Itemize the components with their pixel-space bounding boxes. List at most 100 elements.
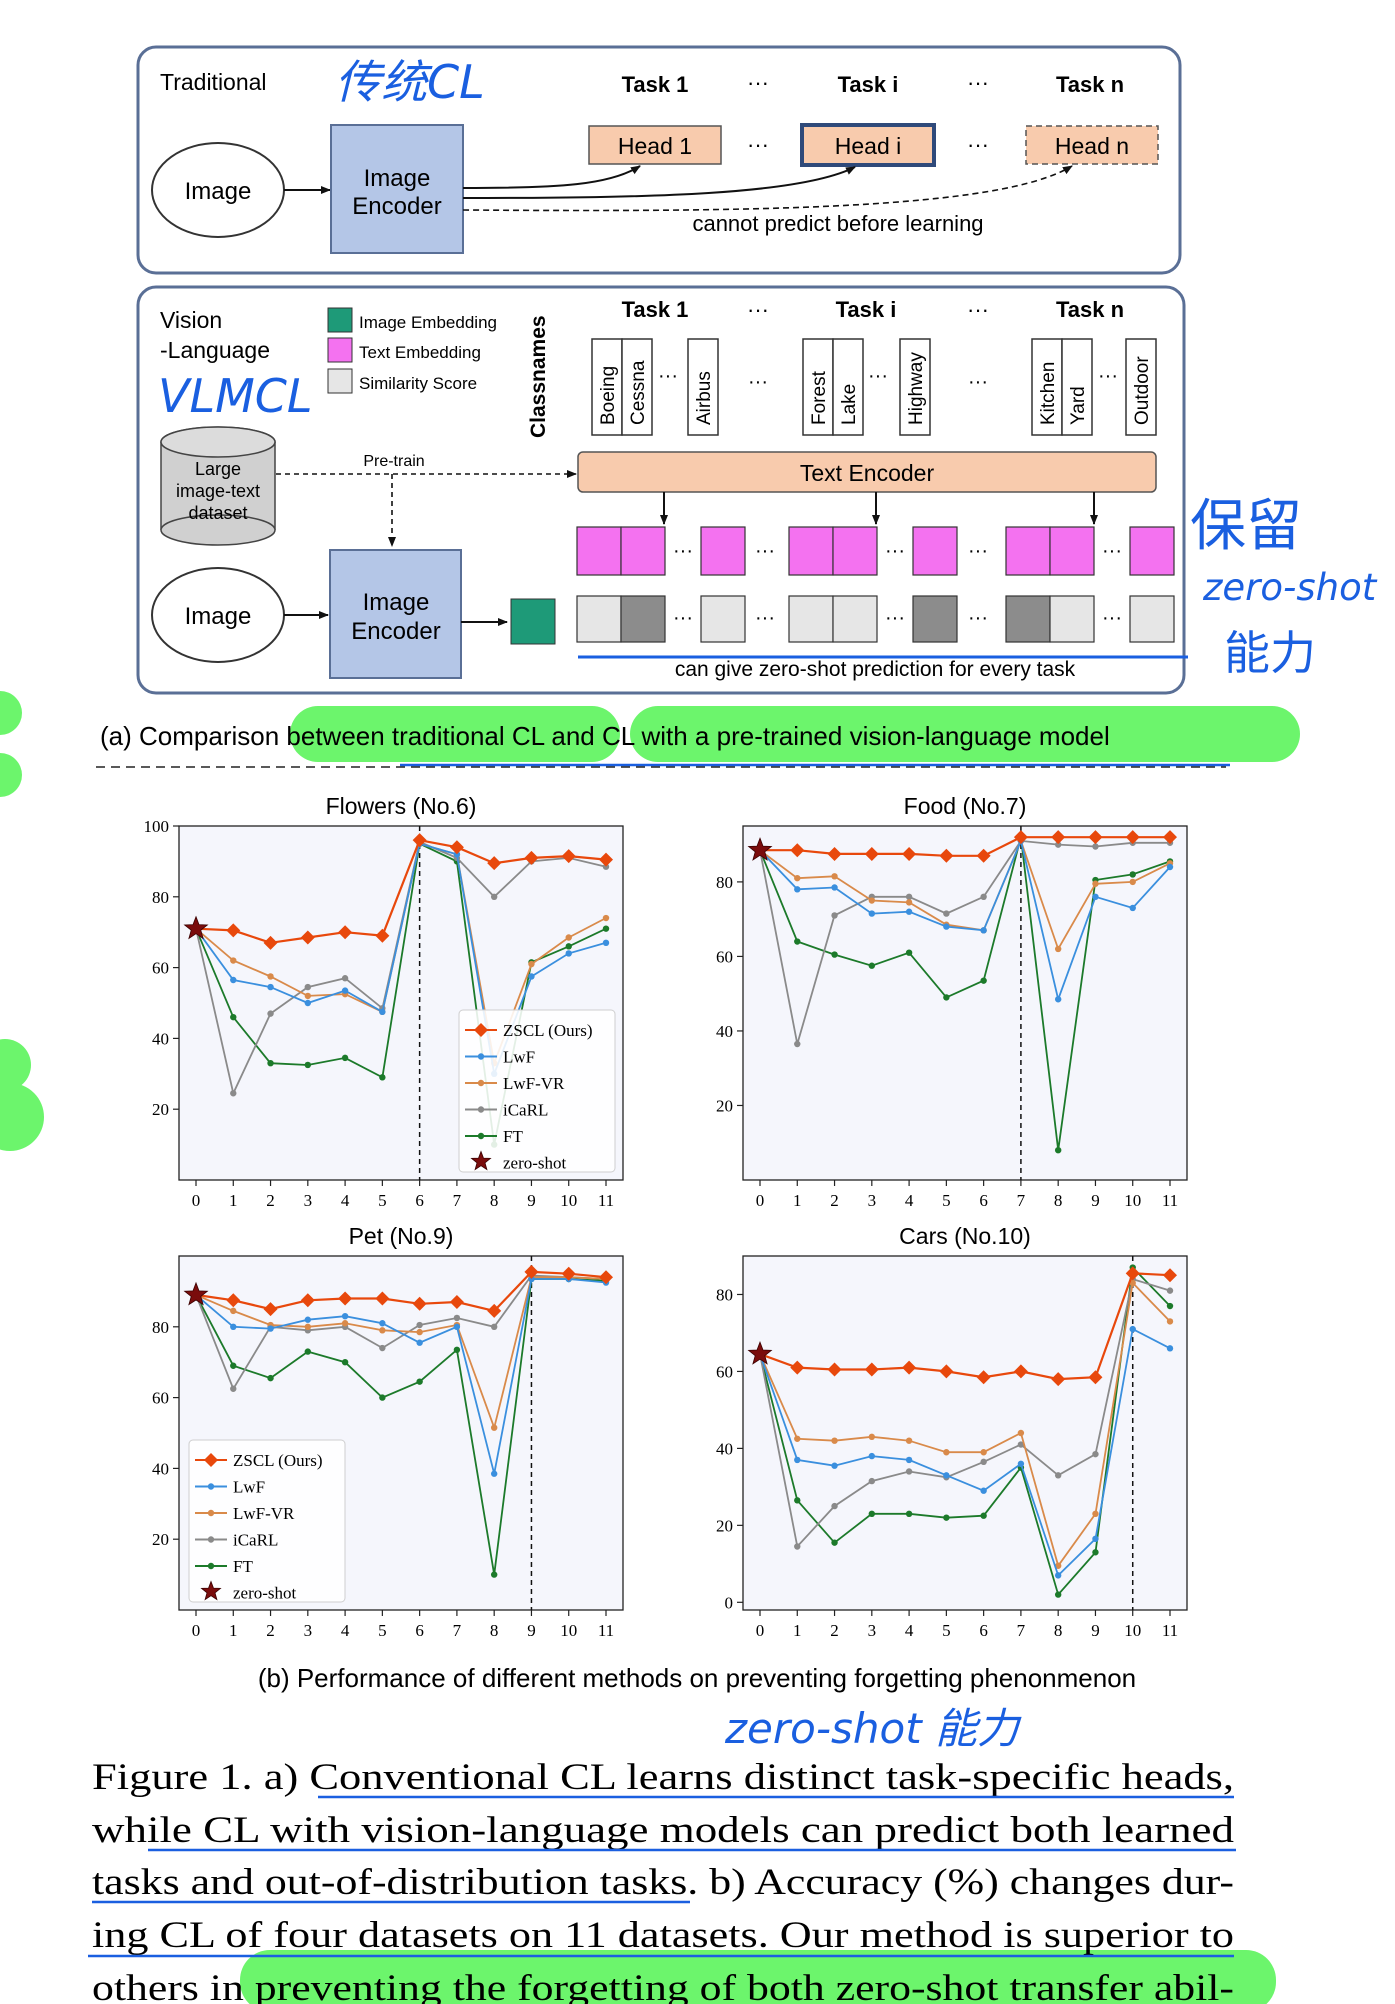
legend-marker <box>204 1453 218 1467</box>
ellipsis: ··· <box>885 540 905 562</box>
y-tick-label: 80 <box>716 1285 733 1304</box>
data-point <box>943 923 950 930</box>
plot-area <box>742 1255 1188 1611</box>
data-point <box>868 1452 876 1460</box>
x-tick-label: 4 <box>341 1191 350 1210</box>
data-point <box>980 1512 987 1519</box>
data-point <box>1129 904 1136 912</box>
ellipsis: ··· <box>1102 540 1122 562</box>
y-tick-label: 100 <box>144 817 170 836</box>
data-point <box>379 1344 386 1352</box>
vision-label: Vision <box>160 307 222 333</box>
x-tick-label: 1 <box>229 1621 238 1640</box>
data-point <box>831 1437 838 1444</box>
data-point <box>379 1394 386 1401</box>
data-point <box>300 1293 315 1308</box>
classname-label: Outdoor <box>1132 356 1153 425</box>
encoder-line1: Image <box>363 589 430 616</box>
text-embedding-cell <box>576 526 622 576</box>
similarity-score-cell <box>576 595 622 643</box>
legend-box <box>458 1009 616 1173</box>
data-point <box>1017 1460 1025 1467</box>
data-point <box>1092 1549 1099 1556</box>
data-point <box>794 1435 801 1442</box>
data-point <box>905 908 913 915</box>
ellipsis: ··· <box>967 297 989 322</box>
x-tick-label: 3 <box>868 1621 877 1640</box>
data-point <box>943 1472 950 1479</box>
legend-label: iCaRL <box>233 1531 278 1550</box>
task-i-header: Task i <box>838 72 899 97</box>
data-point <box>831 873 838 880</box>
data-point <box>980 893 987 900</box>
x-tick-label: 11 <box>598 1191 614 1210</box>
data-point <box>453 1323 461 1331</box>
data-point <box>1166 1318 1174 1325</box>
ellipsis: ··· <box>747 70 769 95</box>
data-point <box>304 999 312 1007</box>
data-point <box>943 994 950 1001</box>
data-point <box>790 843 805 858</box>
legend-marker <box>207 1536 215 1543</box>
data-point <box>980 1487 987 1494</box>
legend-marker <box>200 1580 222 1601</box>
data-point <box>1017 1429 1025 1437</box>
data-point <box>602 914 610 922</box>
data-point <box>868 910 876 917</box>
data-point <box>304 1061 312 1069</box>
data-point <box>230 976 237 984</box>
data-point <box>230 1013 237 1021</box>
x-tick-label: 9 <box>1091 1191 1100 1210</box>
data-point <box>827 846 842 861</box>
zero-shot-marker <box>183 915 209 940</box>
x-tick-label: 2 <box>266 1191 275 1210</box>
data-point <box>453 1314 461 1322</box>
data-point <box>1163 1268 1177 1283</box>
data-point <box>412 833 427 848</box>
data-point <box>831 1502 838 1510</box>
data-point <box>831 951 838 958</box>
data-point <box>868 962 876 969</box>
head-i-box <box>800 123 936 167</box>
x-tick-label: 0 <box>756 1191 765 1210</box>
legend-swatch-text-embedding <box>327 337 353 363</box>
x-tick-label: 7 <box>1017 1621 1026 1640</box>
legend-swatch-similarity <box>327 368 353 394</box>
classname-label: Boeing <box>598 366 619 425</box>
series-line <box>195 1278 607 1474</box>
head-1-label: Head 1 <box>618 133 692 159</box>
text-embedding-cell <box>620 526 666 576</box>
y-tick-label: 20 <box>152 1100 169 1119</box>
x-tick-label: 2 <box>266 1621 275 1640</box>
chart-panel: Cars (No.10) 0 1 2 3 4 5 6 7 8 9 10 11 0 20 40 60 80 <box>716 1223 1188 1640</box>
data-point <box>1088 1370 1103 1385</box>
data-point <box>565 943 572 950</box>
ellipsis: ··· <box>868 365 888 387</box>
legend-marker <box>470 1150 492 1171</box>
data-point <box>524 850 539 865</box>
data-point <box>379 1008 386 1016</box>
data-point <box>230 1323 237 1331</box>
classname-box <box>832 338 864 436</box>
x-tick-label: 10 <box>1124 1191 1141 1210</box>
caption-b: (b) Performance of different methods on … <box>258 1663 1136 1693</box>
image-label: Image <box>185 603 252 630</box>
data-point <box>416 1378 423 1385</box>
data-point <box>980 1449 987 1456</box>
x-tick-label: 11 <box>1162 1191 1178 1210</box>
legend-label: LwF <box>233 1478 265 1497</box>
data-point <box>304 1323 312 1331</box>
data-point <box>230 1090 237 1097</box>
data-point <box>524 1264 539 1279</box>
data-point <box>1092 1450 1099 1458</box>
x-tick-label: 11 <box>1162 1621 1178 1640</box>
cannot-predict-note: cannot predict before learning <box>692 211 983 236</box>
zero-shot-marker <box>183 1281 209 1306</box>
data-point <box>602 939 610 947</box>
data-point <box>905 899 913 906</box>
data-point <box>1129 871 1136 878</box>
series-line <box>195 1276 607 1431</box>
classname-label: Lake <box>839 384 860 425</box>
y-tick-label: 40 <box>716 1022 733 1041</box>
